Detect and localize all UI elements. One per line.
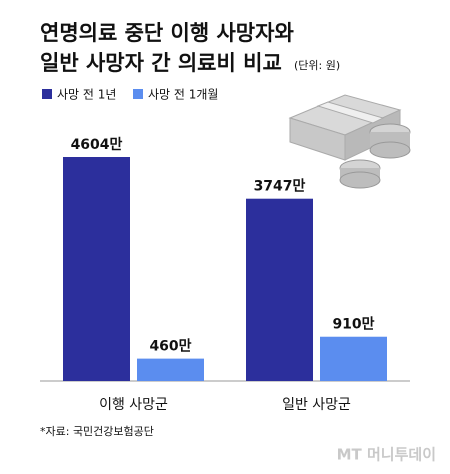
chart-title-line: 일반 사망자 간 의료비 비교 — [40, 51, 282, 75]
chart-title-line: 연명의료 중단 이행 사망자와 — [40, 21, 294, 45]
unit-note: (단위: 원) — [294, 59, 340, 72]
data-label: 910만 — [332, 317, 374, 333]
legend-swatch — [133, 89, 143, 99]
bar — [137, 358, 204, 381]
bar — [246, 198, 313, 381]
legend-label: 사망 전 1년 — [57, 88, 116, 102]
money-illustration — [288, 94, 411, 189]
watermark: MT 머니투데이 — [337, 446, 436, 464]
data-label: 3747만 — [254, 179, 306, 195]
bar — [320, 336, 387, 381]
x-tick-label: 일반 사망군 — [282, 397, 351, 413]
x-tick-label: 이행 사망군 — [99, 397, 168, 413]
data-label: 4604만 — [71, 137, 123, 153]
source-note: *자료: 국민건강보험공단 — [40, 425, 154, 438]
legend-swatch — [42, 89, 52, 99]
data-label: 460만 — [149, 339, 191, 355]
bar — [63, 157, 130, 381]
legend-label: 사망 전 1개월 — [148, 88, 218, 102]
